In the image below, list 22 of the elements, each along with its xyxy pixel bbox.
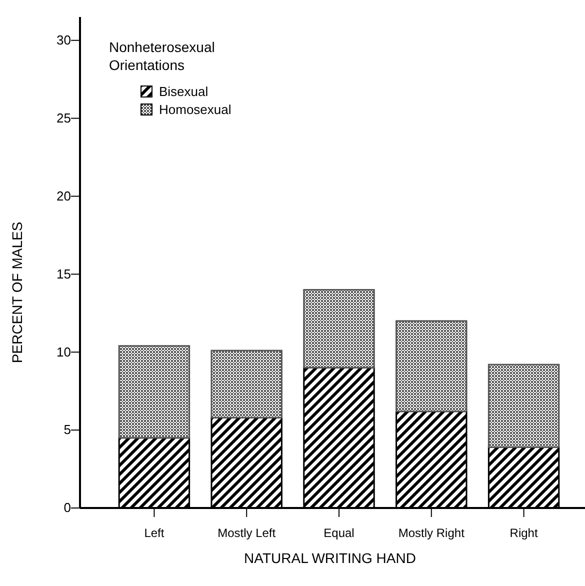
y-tick-label: 0	[64, 500, 71, 516]
legend-label: Bisexual	[159, 84, 208, 99]
y-tick-label: 5	[64, 422, 71, 438]
bar	[118, 345, 190, 439]
x-tick-label: Right	[510, 526, 538, 540]
y-tick-label: 10	[56, 344, 71, 360]
x-axis-title: NATURAL WRITING HAND	[244, 550, 416, 566]
legend-label: Homosexual	[159, 102, 232, 117]
x-tick-label: Left	[144, 526, 165, 540]
y-tick-label: 30	[56, 32, 71, 48]
y-tick-label: 25	[56, 110, 71, 126]
y-tick-label: 15	[56, 266, 71, 282]
bar	[396, 320, 468, 412]
bar	[488, 364, 560, 448]
bar	[303, 289, 375, 368]
legend-title: Nonheterosexual Orientations	[109, 39, 215, 74]
y-axis-title: PERCENT OF MALES	[9, 222, 25, 364]
x-tick-label: Mostly Left	[218, 526, 276, 540]
y-tick-label: 20	[56, 188, 71, 204]
x-tick-label: Equal	[324, 526, 354, 540]
bar	[210, 350, 282, 418]
x-tick-label: Mostly Right	[398, 526, 466, 540]
